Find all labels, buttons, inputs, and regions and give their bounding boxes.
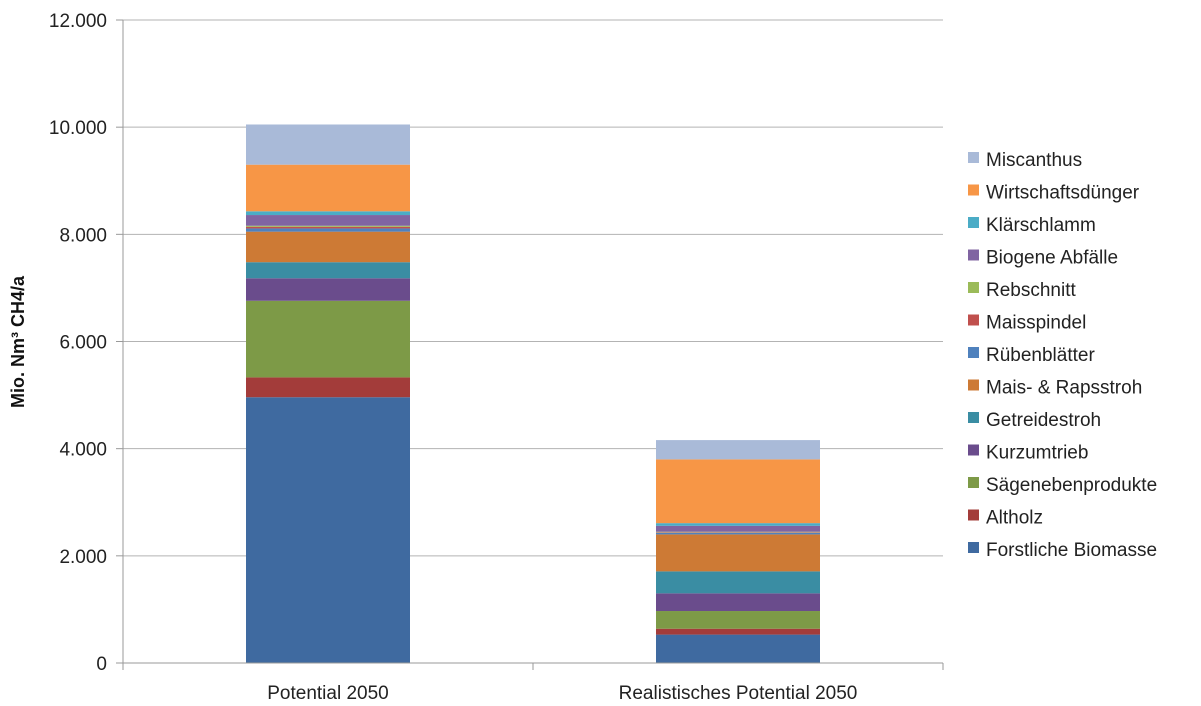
bar-segment	[246, 226, 410, 229]
legend-label: Forstliche Biomasse	[986, 540, 1157, 561]
legend-swatch	[968, 152, 979, 163]
y-tick-label: 10.000	[49, 118, 107, 139]
bar-segment	[656, 459, 820, 524]
bar-segment	[656, 628, 820, 635]
legend-swatch	[968, 542, 979, 553]
bar-segment	[656, 534, 820, 572]
bar-segment	[656, 611, 820, 629]
y-axis-label: Mio. Nm³ CH4/a	[8, 275, 28, 408]
bar-segment	[246, 377, 410, 398]
bar-segment	[246, 164, 410, 212]
x-tick-label: Realistisches Potential 2050	[619, 683, 858, 704]
bar-segment	[246, 211, 410, 216]
bar-segment	[656, 532, 820, 535]
bar-segment	[246, 225, 410, 227]
legend-label: Getreidestroh	[986, 410, 1101, 431]
legend-swatch	[968, 444, 979, 456]
bar-segment	[246, 300, 410, 378]
y-tick-label: 2.000	[59, 547, 107, 568]
legend-swatch	[968, 314, 979, 326]
legend-label: Altholz	[986, 508, 1043, 529]
bar-segment	[246, 397, 410, 663]
legend-swatch	[968, 379, 979, 391]
bar-segment	[656, 525, 820, 532]
legend-swatch	[968, 249, 979, 261]
y-tick-label: 8.000	[59, 225, 107, 246]
legend-swatch	[968, 477, 979, 488]
legend-label: Rebschnitt	[986, 280, 1076, 301]
bar-segment	[246, 231, 410, 263]
legend-label: Rübenblätter	[986, 345, 1095, 366]
bar-segment	[246, 215, 410, 226]
legend-swatch	[968, 347, 979, 358]
bar-segment	[656, 634, 820, 663]
legend-label: Biogene Abfälle	[986, 248, 1118, 269]
legend-label: Mais- & Rapsstroh	[986, 378, 1142, 399]
bar-segment	[246, 124, 410, 165]
legend-swatch	[968, 217, 979, 228]
legend-label: Miscanthus	[986, 150, 1082, 171]
legend-label: Wirtschaftsdünger	[986, 183, 1140, 204]
axes	[116, 19, 944, 670]
x-tick-labels: Potential 2050 Realistisches Potential 20…	[267, 683, 857, 704]
legend-label: Kurzumtrieb	[986, 443, 1088, 464]
bar-segment	[246, 228, 410, 232]
legend-swatch	[968, 282, 979, 293]
y-tick-label: 0	[96, 654, 107, 675]
bar-segment	[656, 531, 820, 533]
bar-segment	[656, 593, 820, 612]
bar-segment	[656, 532, 820, 533]
y-tick-label: 6.000	[59, 333, 107, 354]
y-tick-label: 4.000	[59, 440, 107, 461]
bar-segment	[246, 262, 410, 279]
bar-segment	[656, 523, 820, 526]
bar-segment	[656, 571, 820, 594]
legend-swatch	[968, 184, 979, 196]
bar-segment	[656, 440, 820, 460]
y-tick-label: 12.000	[49, 11, 107, 32]
y-tick-labels: 0 2.000 4.000 6.000 8.000 10.000 12.000	[49, 11, 107, 675]
legend-label: Maisspindel	[986, 313, 1086, 334]
legend-swatch	[968, 412, 979, 423]
legend-swatch	[968, 509, 979, 521]
bars	[246, 124, 820, 663]
legend: Miscanthus Wirtschaftsdünger Klärschlamm Bi…	[968, 150, 1157, 561]
bar-segment	[246, 278, 410, 301]
legend-label: Sägenebenprodukte	[986, 475, 1157, 496]
legend-label: Klärschlamm	[986, 215, 1096, 236]
x-tick-label: Potential 2050	[267, 683, 389, 704]
